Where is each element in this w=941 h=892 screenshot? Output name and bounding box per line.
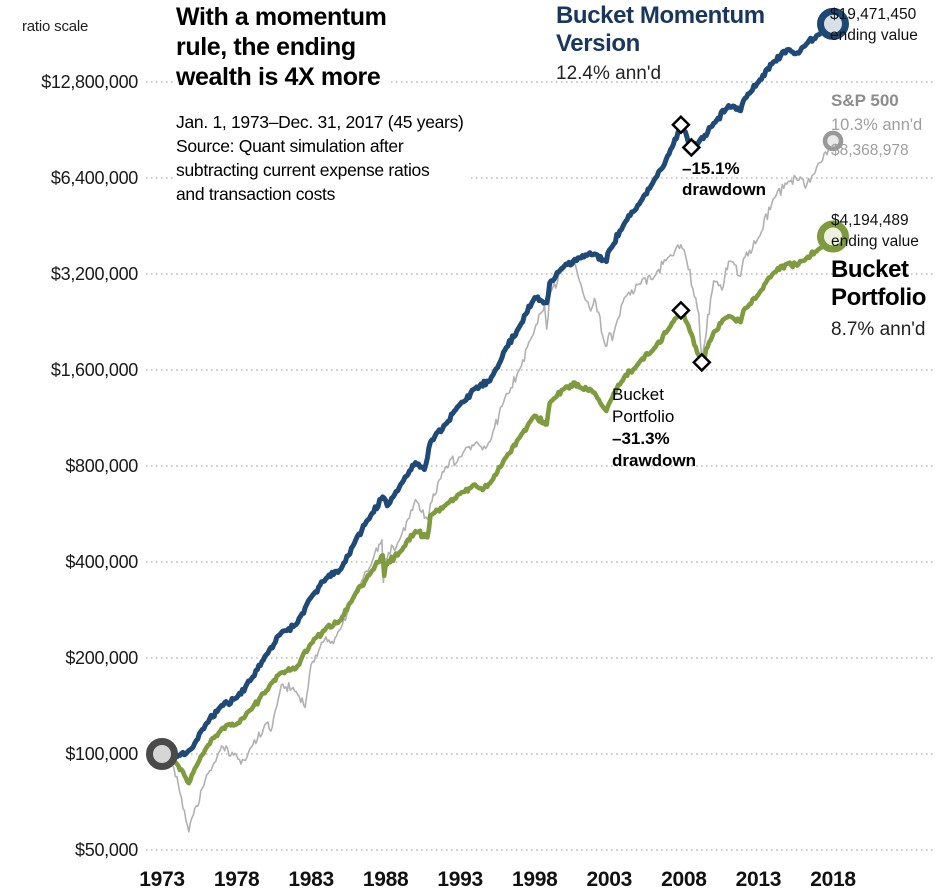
chart-title-line-2: rule, the ending <box>176 33 356 61</box>
bucket-ending-value-caption: ending value <box>831 233 919 250</box>
sp500-series-title: S&P 500 <box>831 91 899 110</box>
drawdown-diamond-marker <box>681 137 702 158</box>
y-axis-tick-label: $200,000 <box>65 648 138 668</box>
x-axis-tick-label: 1993 <box>437 868 483 891</box>
bucket-drawdown-annotation: Bucket Portfolio –31.3% drawdown <box>612 384 696 472</box>
sp500-ending-value: $8,368,978 <box>831 142 909 159</box>
chart-title-line-1: With a momentum <box>176 3 387 31</box>
start-value-marker <box>146 738 178 770</box>
momentum-series-title-line-1: Bucket Momentum <box>556 2 765 29</box>
y-axis-tick-label: $400,000 <box>65 552 138 572</box>
bucket-annualized-return: 8.7% ann'd <box>831 319 926 340</box>
momentum-end-marker <box>817 7 849 40</box>
subtitle-period: Jan. 1, 1973–Dec. 31, 2017 (45 years) <box>176 112 464 132</box>
x-axis-tick-label: 2003 <box>587 868 633 891</box>
bucket-ending-value-label: $4,194,489 ending value <box>831 210 919 252</box>
momentum-series-legend: Bucket Momentum Version 12.4% ann'd <box>556 2 765 85</box>
y-axis-tick-label: $3,200,000 <box>51 264 138 284</box>
bucket-portfolio-line <box>159 234 836 786</box>
x-axis-tick-label: 2018 <box>810 868 856 891</box>
bucket-end-marker <box>817 220 849 253</box>
x-axis-tick-label: 2013 <box>736 868 782 891</box>
x-axis-tick-label: 1973 <box>139 868 185 891</box>
x-axis-tick-label: 2008 <box>661 868 707 891</box>
momentum-drawdown-pct: –15.1% <box>682 159 740 178</box>
chart-title: With a momentum rule, the ending wealth … <box>176 2 391 92</box>
x-axis-tick-label: 1988 <box>363 868 409 891</box>
bucket-drawdown-pct: –31.3% <box>612 429 670 448</box>
subtitle-source-line-1: Source: Quant simulation after <box>176 136 404 156</box>
bucket-series-legend: Bucket Portfolio 8.7% ann'd <box>831 256 926 341</box>
bucket-series-title-line-2: Portfolio <box>831 284 927 311</box>
momentum-drawdown-word: drawdown <box>682 180 767 199</box>
x-axis-tick-label: 1983 <box>288 868 334 891</box>
ratio-scale-label: ratio scale <box>22 18 89 35</box>
sp500-annualized-return: 10.3% ann'd <box>831 116 923 134</box>
bucket-drawdown-name-line-1: Bucket <box>612 385 664 404</box>
sp500-line <box>161 140 834 833</box>
momentum-ending-value-caption: ending value <box>830 27 918 44</box>
y-axis-tick-label: $6,400,000 <box>51 168 138 188</box>
drawdown-diamond-marker <box>671 300 691 321</box>
subtitle-source-line-3: and transaction costs <box>176 184 336 204</box>
chart-title-line-3: wealth is 4X more <box>176 63 381 91</box>
sp500-series-legend: S&P 500 10.3% ann'd $8,368,978 <box>831 88 922 163</box>
sp500-end-marker <box>822 130 844 152</box>
y-axis-tick-label: $12,800,000 <box>41 72 138 92</box>
momentum-ending-value-label: $19,471,450 ending value <box>830 4 918 46</box>
x-axis-tick-label: 1998 <box>512 868 558 891</box>
x-axis-tick-label: 1978 <box>214 868 260 891</box>
momentum-annualized-return: 12.4% ann'd <box>556 63 662 84</box>
momentum-series-title-line-2: Version <box>556 30 640 57</box>
bucket-drawdown-word: drawdown <box>612 451 697 470</box>
y-axis-tick-label: $1,600,000 <box>51 360 138 380</box>
y-axis-tick-label: $100,000 <box>65 744 138 764</box>
momentum-drawdown-annotation: –15.1% drawdown <box>682 158 766 200</box>
subtitle-source-line-2: subtracting current expense ratios <box>176 160 430 180</box>
y-axis-tick-label: $800,000 <box>65 456 138 476</box>
bucket-series-title-line-1: Bucket <box>831 256 909 283</box>
drawdown-diamond-marker <box>692 352 712 373</box>
bucket-drawdown-name-line-2: Portfolio <box>612 407 675 426</box>
drawdown-diamond-marker <box>671 114 691 135</box>
bucket-momentum-line <box>159 21 836 761</box>
chart-subtitle: Jan. 1, 1973–Dec. 31, 2017 (45 years) So… <box>176 110 468 206</box>
momentum-ending-value: $19,471,450 <box>830 6 917 23</box>
bucket-ending-value: $4,194,489 <box>831 212 909 229</box>
y-axis-tick-label: $50,000 <box>75 840 138 860</box>
